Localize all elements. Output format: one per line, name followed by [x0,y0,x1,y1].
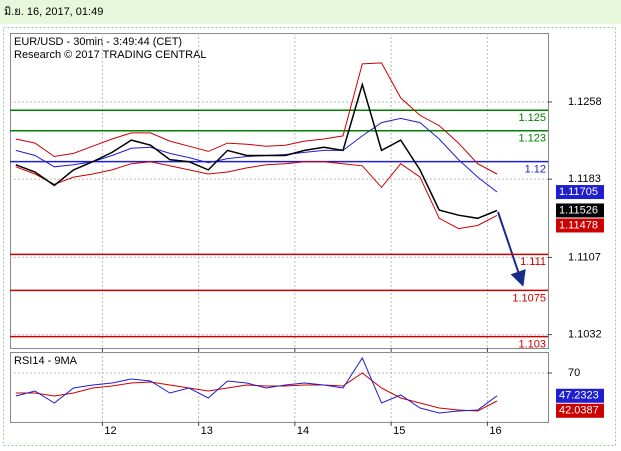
price-box [556,403,604,418]
price-box [556,388,604,403]
level-label: 1.12 [525,164,546,176]
series-line [15,62,498,175]
series-line [15,356,498,414]
price-box-label: 1.11526 [559,204,598,216]
header-bar [0,0,621,24]
level-label: 1.1075 [512,292,546,304]
y-tick-label: 1.1032 [568,329,602,341]
y-tick-label: 1.1258 [568,96,602,108]
x-tick-label: 16 [489,425,501,437]
x-tick-label: 13 [201,425,213,437]
x-tick-label: 12 [104,425,116,437]
price-box [556,218,604,233]
price-box [556,185,604,200]
rsi-panel [10,352,549,423]
level-label: 1.103 [518,339,546,351]
price-box-label: 1.11705 [559,186,598,198]
series-line [15,81,498,220]
level-label: 1.123 [518,133,546,145]
series-line [15,161,498,230]
x-tick-label: 14 [297,425,309,437]
level-label: 1.125 [518,112,546,124]
chart-subtitle: Research © 2017 TRADING CENTRAL [14,49,207,61]
y-tick-label: 1.1183 [568,173,601,185]
level-label: 1.111 [520,256,546,268]
y-tick-label: 1.1107 [568,251,601,263]
rsi-title: RSI14 - 9MA [14,355,78,367]
price-box-label: 1.11478 [559,219,598,231]
y-tick-label: 70 [568,367,580,379]
timestamp: มิ.ย. 16, 2017, 01:49 [4,6,103,18]
forecast-arrow [497,211,526,287]
price-panel [10,33,549,349]
price-box [556,203,604,218]
price-box-label: 47.2323 [559,390,599,402]
frame [3,27,616,446]
chart-title: EUR/USD - 30min - 3:49:44 (CET) [14,36,182,48]
price-box-label: 42.0387 [559,405,599,417]
x-tick-label: 15 [393,425,405,437]
